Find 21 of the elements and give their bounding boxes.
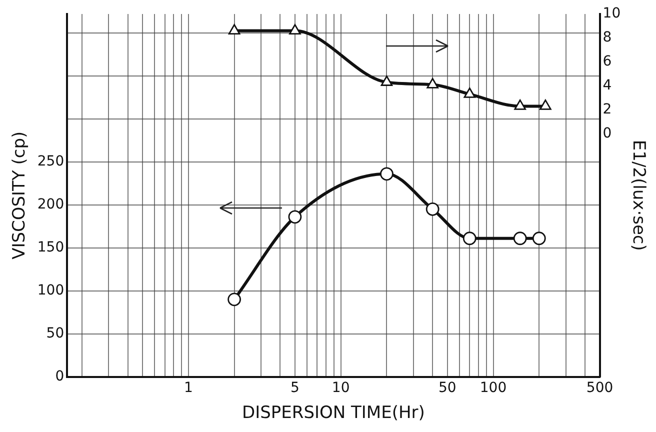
y2-tick-label: 6 bbox=[602, 54, 612, 70]
x-axis-title: DISPERSION TIME(Hr) bbox=[242, 403, 425, 424]
y2-tick-label: 4 bbox=[602, 77, 612, 94]
y-tick-label: 250 bbox=[37, 154, 64, 170]
y-axis-title: VISCOSITY (cp) bbox=[10, 131, 30, 260]
x-tick-label: 50 bbox=[438, 380, 456, 396]
y2-tick-label: 10 bbox=[602, 6, 621, 22]
y2-tick-label: 8 bbox=[602, 30, 612, 46]
x-tick-label: 500 bbox=[586, 380, 614, 396]
y2-tick-label: 2 bbox=[602, 101, 612, 118]
y-tick-label: 0 bbox=[55, 368, 64, 384]
x-tick-label: 1 bbox=[184, 380, 193, 396]
y-tick-label: 50 bbox=[46, 325, 64, 342]
x-tick-label: 5 bbox=[290, 380, 300, 396]
y-tick-label: 200 bbox=[37, 196, 64, 212]
x-tick-label: 10 bbox=[332, 380, 350, 396]
y-tick-label: 100 bbox=[37, 282, 64, 298]
y2-tick-label: 0 bbox=[602, 125, 612, 142]
y-tick-label: 150 bbox=[37, 239, 64, 256]
y2-axis-title: E1/2(lux·sec) bbox=[628, 140, 648, 251]
x-tick-label: 100 bbox=[480, 380, 507, 396]
